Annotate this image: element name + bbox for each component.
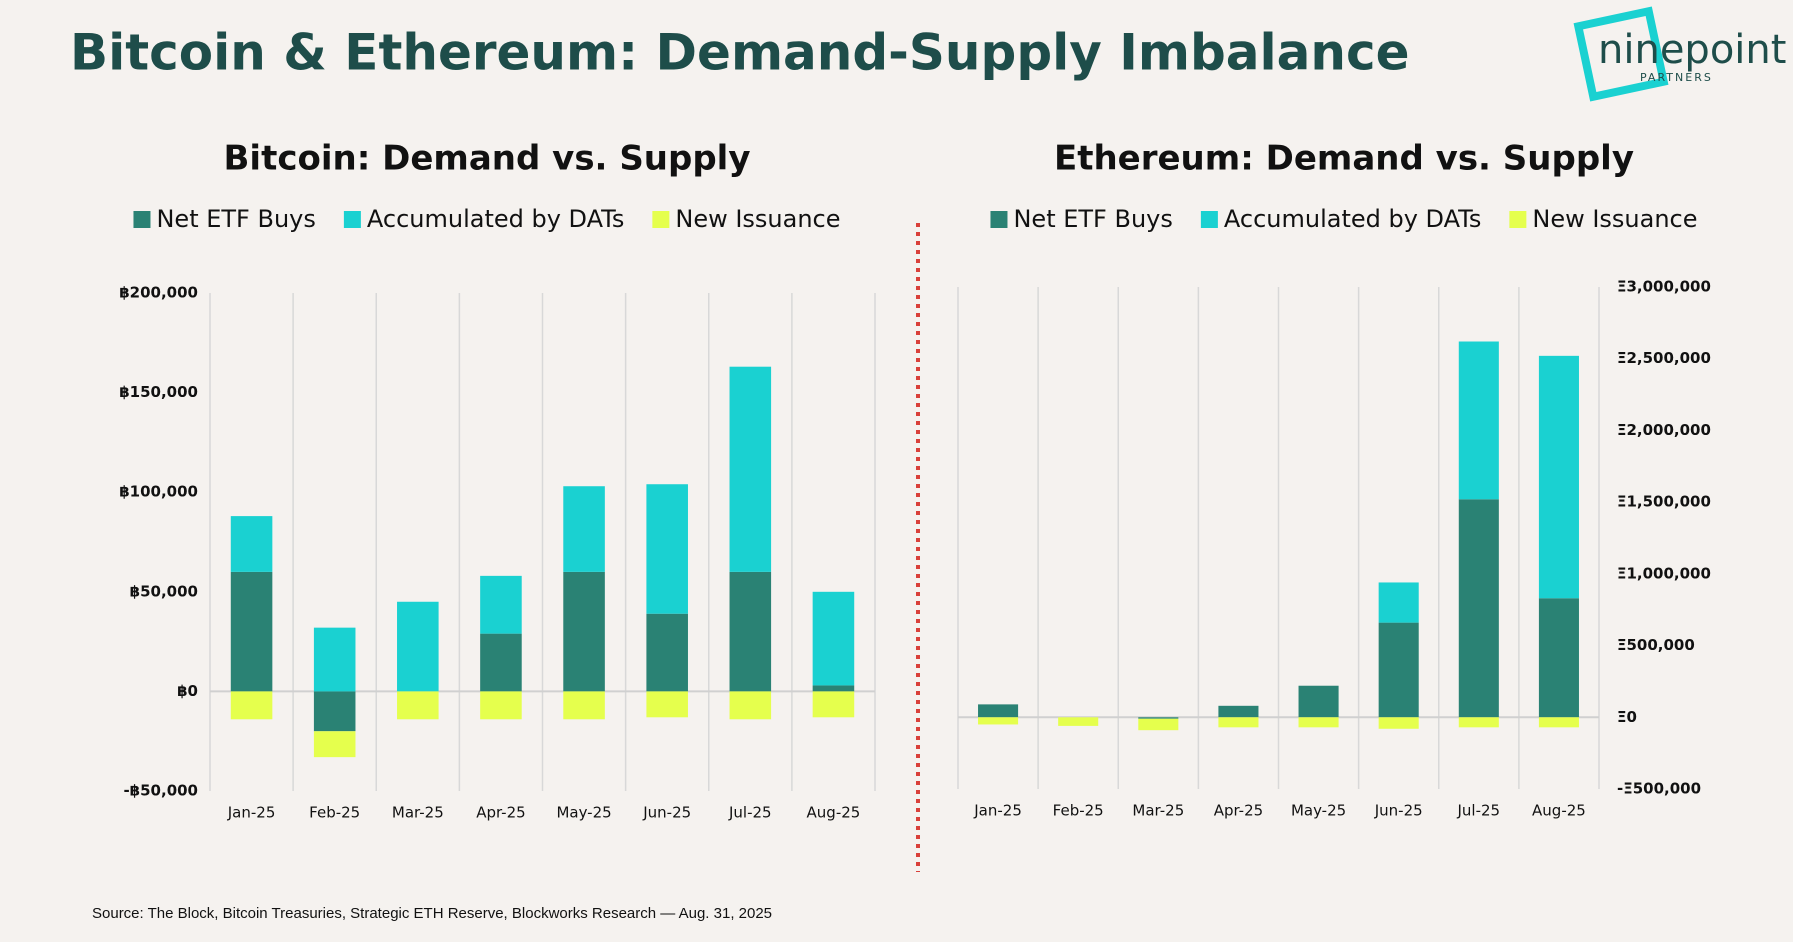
y-tick-label: -Ξ500,000 [1617, 780, 1701, 798]
y-tick-label: ฿50,000 [130, 582, 198, 600]
slide-title: Bitcoin & Ethereum: Demand-Supply Imbala… [70, 24, 1410, 82]
bar-segment [1458, 717, 1499, 728]
bar-segment [646, 691, 688, 718]
bar-segment [230, 691, 273, 720]
bar-segment [563, 691, 605, 720]
chart: Bitcoin: Demand vs. Supply Net ETF Buys Ac… [119, 139, 876, 822]
y-tick-label: Ξ2,000,000 [1617, 421, 1711, 439]
bar-segment [646, 484, 688, 614]
bar-segment [1458, 499, 1499, 718]
bar-segment [729, 366, 772, 572]
x-tick-label: May-25 [556, 804, 611, 822]
bar-segment [812, 685, 855, 692]
y-tick-label: Ξ0 [1617, 708, 1637, 726]
y-tick-label: Ξ500,000 [1617, 636, 1695, 654]
bar-segment [1298, 717, 1339, 728]
x-tick-label: Jun-25 [642, 804, 691, 822]
bar-segment [313, 731, 356, 758]
y-tick-label: Ξ2,500,000 [1617, 349, 1711, 367]
bar-segment [1538, 355, 1579, 599]
bar-segment [729, 691, 772, 720]
bar-segment [978, 704, 1019, 718]
bar-segment [812, 691, 855, 718]
bar-segment [480, 633, 522, 692]
bar-segment [1538, 598, 1579, 718]
bar-segment [230, 516, 273, 572]
bar-segment [1458, 341, 1499, 500]
bar-segment [563, 486, 605, 572]
bar-segment [978, 717, 1019, 725]
bar-segment [313, 691, 356, 732]
y-tick-label: ฿150,000 [119, 383, 198, 401]
x-tick-label: Feb-25 [1053, 802, 1104, 820]
logo-frame [1573, 6, 1669, 102]
bar-segment [1218, 717, 1259, 728]
bar-segment [1058, 717, 1099, 726]
source-note: Source: The Block, Bitcoin Treasuries, S… [92, 905, 772, 922]
x-tick-label: Apr-25 [476, 804, 526, 822]
x-tick-label: Mar-25 [1132, 802, 1184, 820]
logo-sub: PARTNERS [1640, 71, 1713, 84]
y-tick-label: ฿0 [177, 682, 198, 700]
legend-swatch [1200, 211, 1218, 228]
bar-segment [313, 627, 356, 692]
legend-swatch [133, 211, 151, 228]
logo: ninepoint PARTNERS [1573, 6, 1786, 102]
bar-segment [729, 571, 772, 692]
x-tick-label: Aug-25 [1532, 802, 1586, 820]
bar-segment [1538, 717, 1579, 728]
y-tick-label: Ξ1,000,000 [1617, 564, 1711, 582]
y-tick-label: Ξ1,500,000 [1617, 493, 1711, 511]
legend-label: Accumulated by DATs [367, 205, 624, 233]
bar-segment [1138, 717, 1179, 719]
bar-segment [480, 691, 522, 720]
bar-segment [480, 575, 522, 634]
bar-segment [397, 601, 439, 692]
legend-swatch [990, 211, 1008, 228]
chart-title: Bitcoin: Demand vs. Supply [224, 139, 751, 179]
x-tick-label: Jul-25 [728, 804, 772, 822]
legend-label: New Issuance [675, 205, 840, 233]
chart-title: Ethereum: Demand vs. Supply [1054, 139, 1634, 179]
legend-label: Accumulated by DATs [1224, 205, 1481, 233]
bar-segment [646, 613, 688, 692]
bar-segment [812, 591, 855, 686]
x-tick-label: Apr-25 [1214, 802, 1264, 820]
x-tick-label: Jul-25 [1457, 802, 1501, 820]
bar-segment [1378, 582, 1419, 623]
bar-segment [397, 691, 439, 720]
x-tick-label: Jun-25 [1374, 802, 1423, 820]
bar-segment [230, 571, 273, 692]
x-tick-label: Feb-25 [309, 804, 360, 822]
legend-swatch [652, 211, 670, 228]
bar-segment [563, 571, 605, 692]
y-tick-label: ฿100,000 [119, 483, 198, 501]
legend: Net ETF Buys Accumulated by DATs New Issua… [990, 205, 1698, 233]
bar-segment [1138, 718, 1179, 731]
bar-segment [1378, 717, 1419, 729]
legend-label: Net ETF Buys [1013, 205, 1172, 233]
logo-name: ninepoint [1598, 27, 1786, 73]
x-tick-label: May-25 [1291, 802, 1346, 820]
legend: Net ETF Buys Accumulated by DATs New Issua… [133, 205, 841, 233]
x-tick-label: Mar-25 [392, 804, 444, 822]
legend-swatch [1509, 211, 1527, 228]
legend-swatch [343, 211, 361, 228]
y-tick-label: ฿200,000 [119, 284, 198, 302]
x-tick-label: Jan-25 [227, 804, 276, 822]
bar-segment [1298, 685, 1339, 718]
bar-segment [1378, 622, 1419, 718]
legend-label: New Issuance [1532, 205, 1697, 233]
legend-label: Net ETF Buys [156, 205, 315, 233]
x-tick-label: Aug-25 [807, 804, 861, 822]
y-tick-label: Ξ3,000,000 [1617, 278, 1711, 296]
chart: Ethereum: Demand vs. Supply Net ETF Buys A… [957, 139, 1711, 820]
bar-segment [1218, 705, 1259, 718]
x-tick-label: Jan-25 [973, 802, 1022, 820]
y-tick-label: -฿50,000 [123, 782, 198, 800]
